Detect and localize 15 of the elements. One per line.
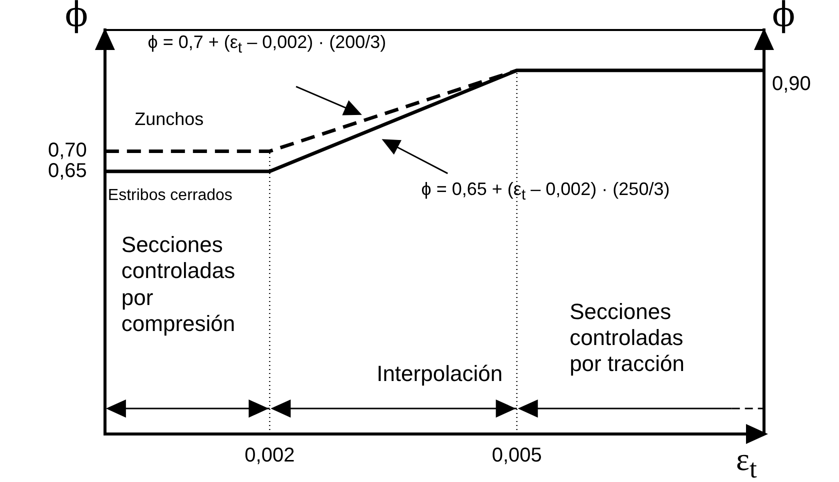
y2-axis-title: ϕ	[772, 0, 796, 36]
annotation: ϕ = 0,7 + (ε$_{t}$ – 0,002) · (200/3)	[148, 32, 386, 58]
annotation: ϕ = 0,65 + (ε$_{t}$ – 0,002) · (250/3)	[421, 179, 670, 206]
x-tick-label: 0,002	[244, 444, 295, 467]
y-tick-label: 0,70	[48, 140, 87, 162]
annotation: Secciones controladas por compresión	[121, 232, 236, 338]
x-tick-label: 0,005	[492, 444, 542, 467]
y-axis-title: ϕ	[64, 0, 88, 36]
annotation: 0,90	[772, 72, 811, 96]
series-label: Zunchos	[134, 108, 204, 130]
annotation: Secciones controladas por tracción	[570, 298, 686, 378]
y-tick-label: 0,65	[48, 160, 87, 182]
x-axis-title: ε$_{t}$	[736, 440, 757, 482]
annotation: Interpolación	[376, 361, 504, 388]
series-label: Estribos cerrados	[108, 186, 232, 205]
